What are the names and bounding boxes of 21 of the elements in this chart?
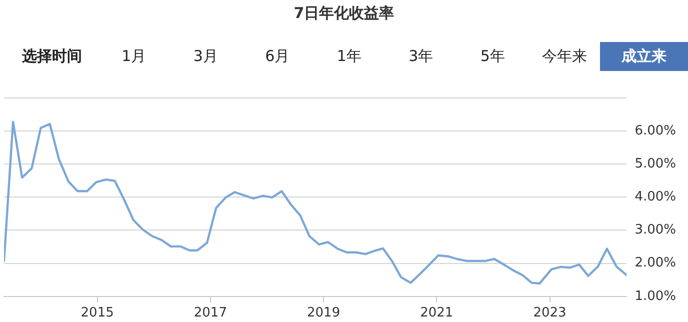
text: 3年 (408, 46, 434, 66)
y-tick-label: 3.00% (634, 222, 676, 238)
x-tick-label: 2015 (80, 306, 114, 321)
text: 今年来 (540, 46, 588, 66)
y-tick-label: 1.00% (634, 288, 676, 304)
x-tick-label: 2023 (533, 306, 566, 321)
x-tick-label: 2019 (307, 306, 340, 321)
text: 成立来 (600, 42, 688, 70)
text: 3月 (192, 46, 219, 66)
text: 1年 (336, 46, 362, 66)
text: 5年 (479, 46, 506, 66)
x-tick-label: 2021 (420, 306, 454, 321)
y-tick-label: 6.00% (634, 123, 676, 138)
text: 6月 (264, 46, 291, 66)
y-tick-label: 4.00% (634, 189, 676, 204)
x-tick-label: 2017 (194, 306, 227, 321)
y-tick-label: 2.00% (634, 256, 676, 271)
y-tick-label: 5.00% (634, 156, 676, 172)
text: 1月 (120, 46, 148, 66)
chart-title: 7日年化收益率 (292, 3, 396, 24)
text: 选择时间 (21, 46, 83, 66)
